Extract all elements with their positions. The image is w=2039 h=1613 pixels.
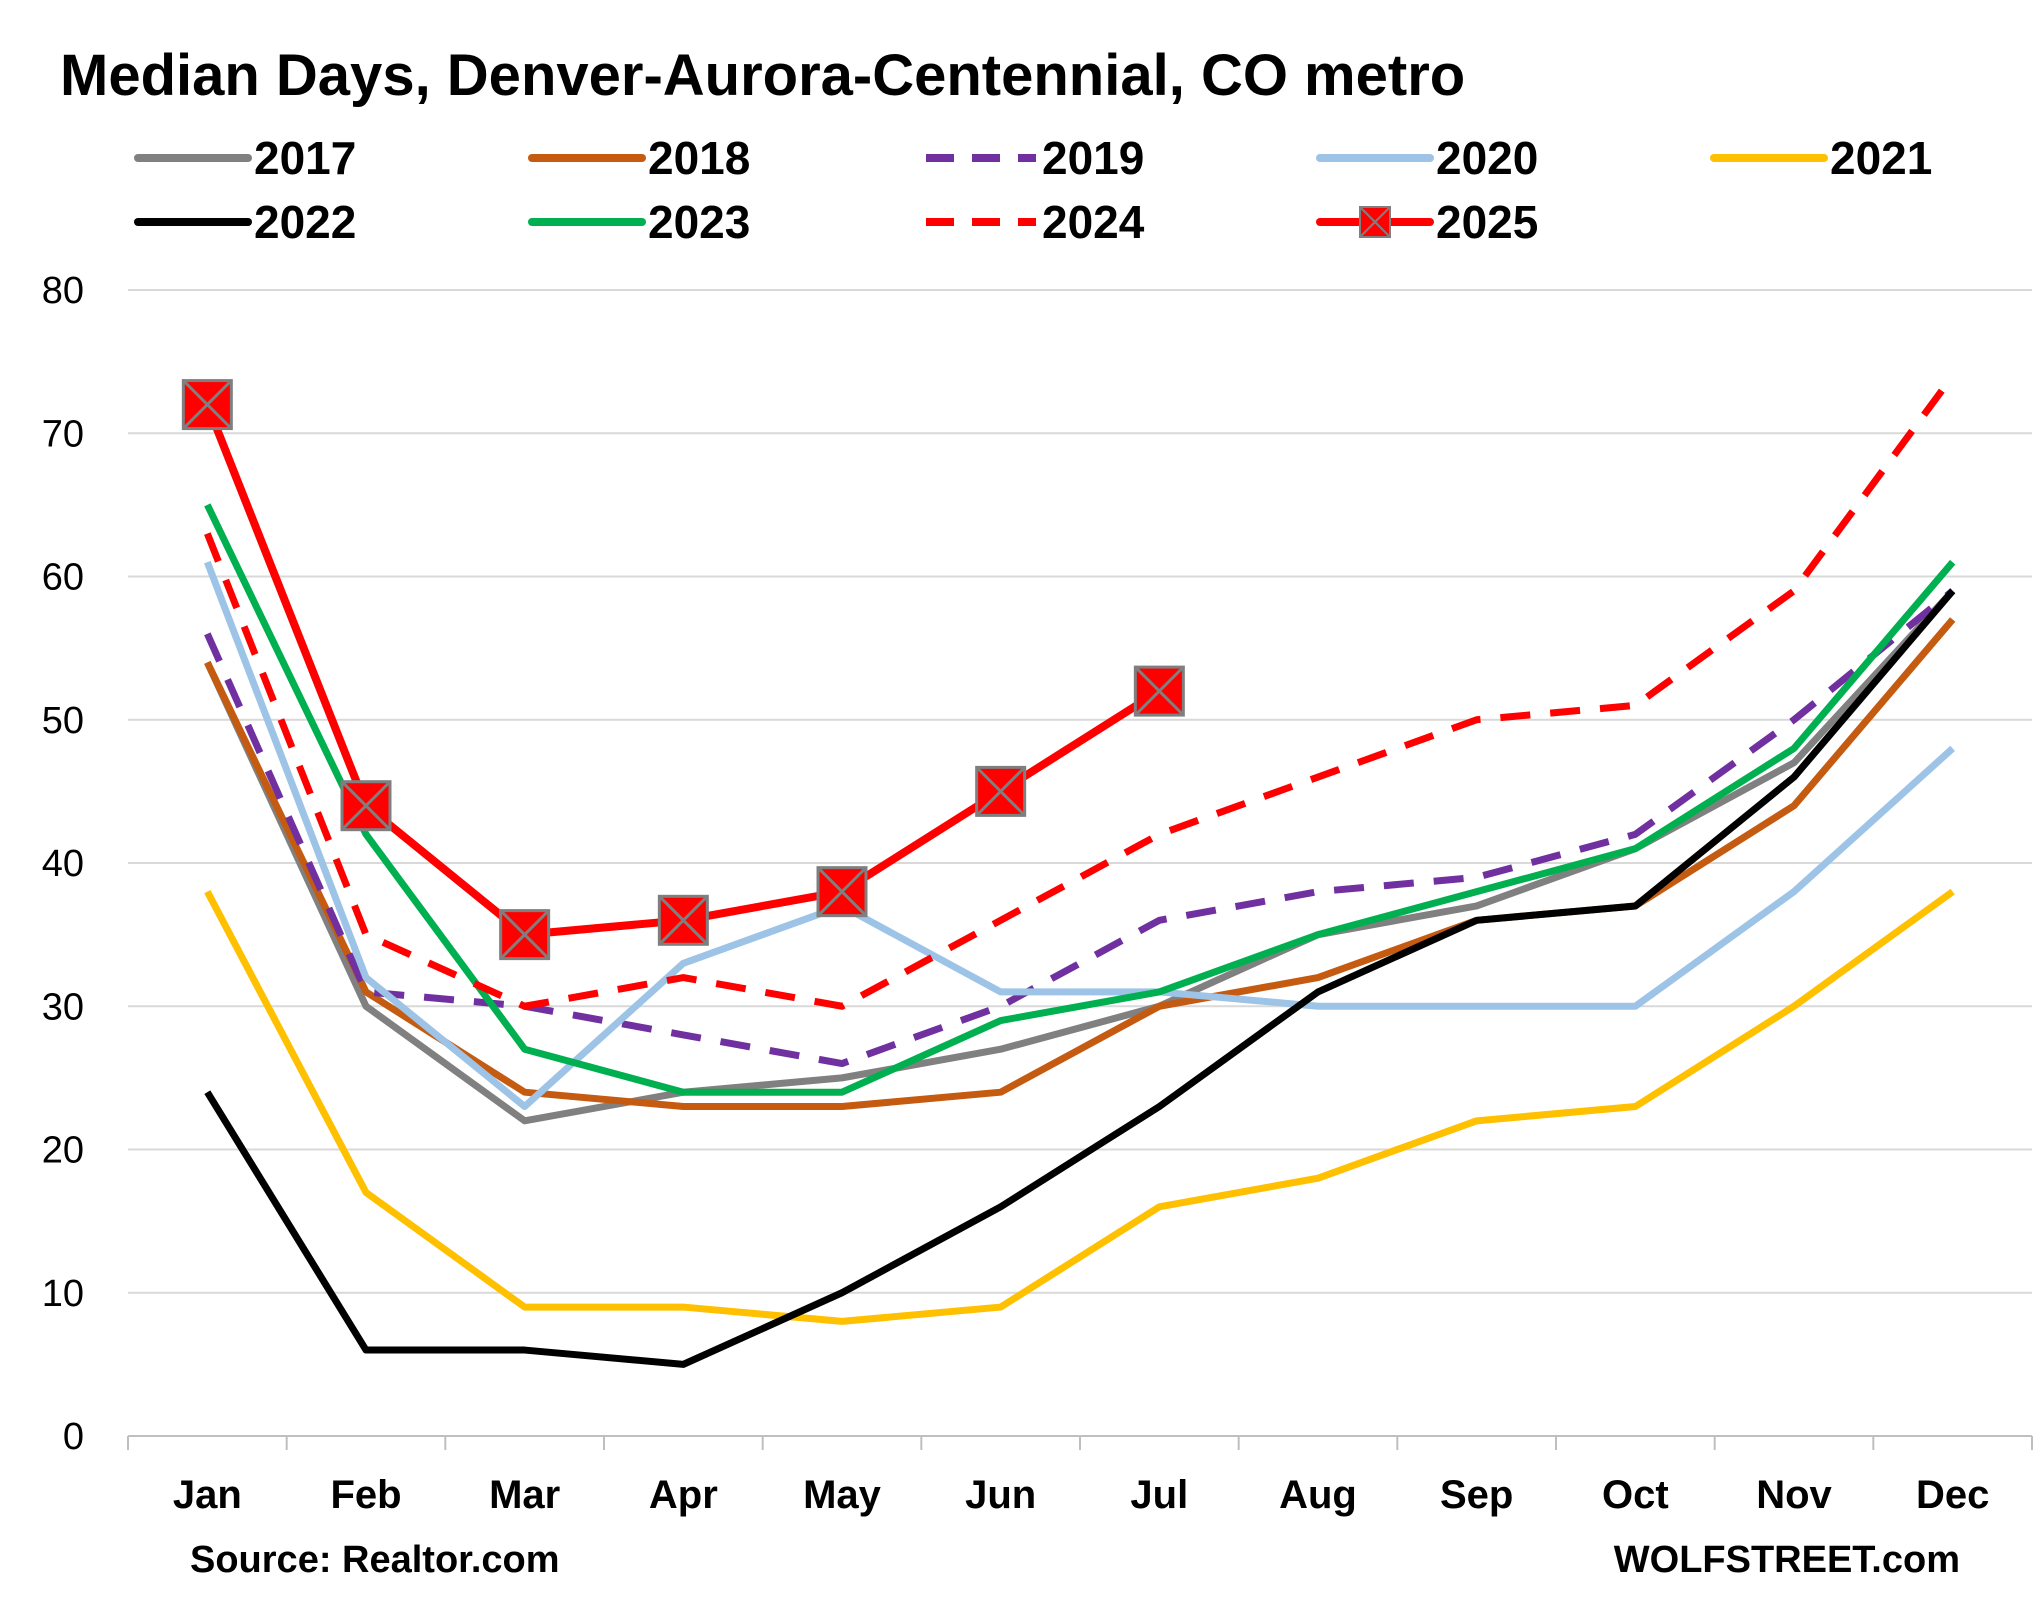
legend-item-2025: 2025 [1316, 196, 1538, 248]
x-tick-label: Sep [1440, 1473, 1513, 1517]
source-note: Source: Realtor.com [190, 1539, 560, 1581]
legend-item-2020: 2020 [1316, 132, 1538, 184]
series-line-2020 [204, 560, 1956, 1111]
y-tick-label: 50 [42, 700, 84, 742]
y-tick-label: 40 [42, 843, 84, 885]
y-tick-label: 70 [42, 413, 84, 455]
series-line-2018 [204, 617, 1956, 1111]
y-axis-ticks: 0 10 20 30 40 50 60 70 80 [42, 270, 84, 1458]
legend: 2017 2018 2019 2020 2021 2022 2023 2024 2025 [134, 132, 1932, 248]
x-axis: Jan Feb Mar Apr May Jun Jul Aug Sep Oct Nov Dec [127, 1435, 2033, 1517]
legend-item-2018: 2018 [528, 132, 750, 184]
x-tick-label: Apr [649, 1473, 718, 1517]
legend-item-2019: 2019 [926, 132, 1144, 184]
y-tick-label: 60 [42, 557, 84, 599]
series-line-2024 [204, 373, 1956, 1010]
legend-item-2017: 2017 [134, 132, 356, 184]
data-point-marker-2025 [1133, 665, 1185, 717]
x-tick-label: Dec [1916, 1473, 1989, 1517]
watermark-text: WOLFSTREET.com [1614, 1539, 1960, 1581]
data-point-marker-2025 [657, 894, 709, 946]
legend-label: 2019 [1042, 132, 1144, 184]
series-line-2017 [204, 588, 1956, 1125]
legend-label: 2025 [1436, 196, 1538, 248]
data-point-marker-2025 [181, 379, 233, 431]
legend-item-2021: 2021 [1710, 132, 1932, 184]
data-point-marker-2025 [975, 765, 1027, 817]
x-tick-label: Aug [1279, 1473, 1357, 1517]
legend-label: 2017 [254, 132, 356, 184]
y-tick-label: 80 [42, 270, 84, 312]
x-tick-label: Mar [489, 1473, 560, 1517]
x-tick-label: Oct [1602, 1473, 1669, 1517]
series-markers [181, 379, 1185, 961]
x-tick-label: Jul [1130, 1473, 1188, 1517]
legend-label: 2018 [648, 132, 750, 184]
x-tick-label: Jun [965, 1473, 1036, 1517]
series-line-2025 [203, 403, 1162, 939]
x-tick-label: Feb [330, 1473, 401, 1517]
series-line-2021 [204, 888, 1955, 1325]
legend-label: 2024 [1042, 196, 1145, 248]
data-point-marker-2025 [816, 866, 868, 918]
chart-title: Median Days, Denver-Aurora-Centennial, C… [60, 43, 1465, 108]
y-tick-label: 20 [42, 1130, 84, 1172]
x-tick-label: Jan [173, 1473, 242, 1517]
y-tick-label: 30 [42, 986, 84, 1028]
x-tick-label: May [803, 1473, 882, 1517]
series-line-2022 [204, 588, 1956, 1368]
data-point-marker-2025 [499, 909, 551, 961]
legend-label: 2023 [648, 196, 750, 248]
legend-label: 2020 [1436, 132, 1538, 184]
gridlines [128, 289, 2032, 1294]
y-tick-label: 10 [42, 1273, 84, 1315]
y-tick-label: 0 [63, 1416, 84, 1458]
series-lines [203, 373, 1956, 1368]
series-line-2023 [204, 503, 1956, 1096]
legend-label: 2021 [1830, 132, 1932, 184]
legend-item-2022: 2022 [134, 196, 356, 248]
series-line-2019 [204, 588, 1955, 1068]
x-tick-label: Nov [1756, 1473, 1832, 1517]
legend-item-2023: 2023 [528, 196, 750, 248]
legend-label: 2022 [254, 196, 356, 248]
legend-item-2024: 2024 [926, 196, 1145, 248]
data-point-marker-2025 [340, 780, 392, 832]
